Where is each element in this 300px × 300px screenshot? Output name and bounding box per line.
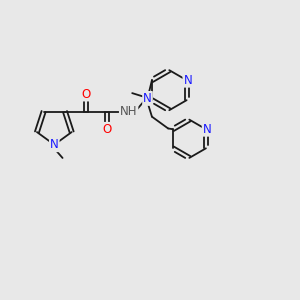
- Text: NH: NH: [120, 105, 137, 118]
- Text: O: O: [103, 123, 112, 136]
- Text: N: N: [203, 123, 212, 136]
- Text: N: N: [143, 92, 152, 105]
- Text: O: O: [82, 88, 91, 100]
- Text: N: N: [183, 74, 192, 87]
- Text: N: N: [50, 138, 59, 151]
